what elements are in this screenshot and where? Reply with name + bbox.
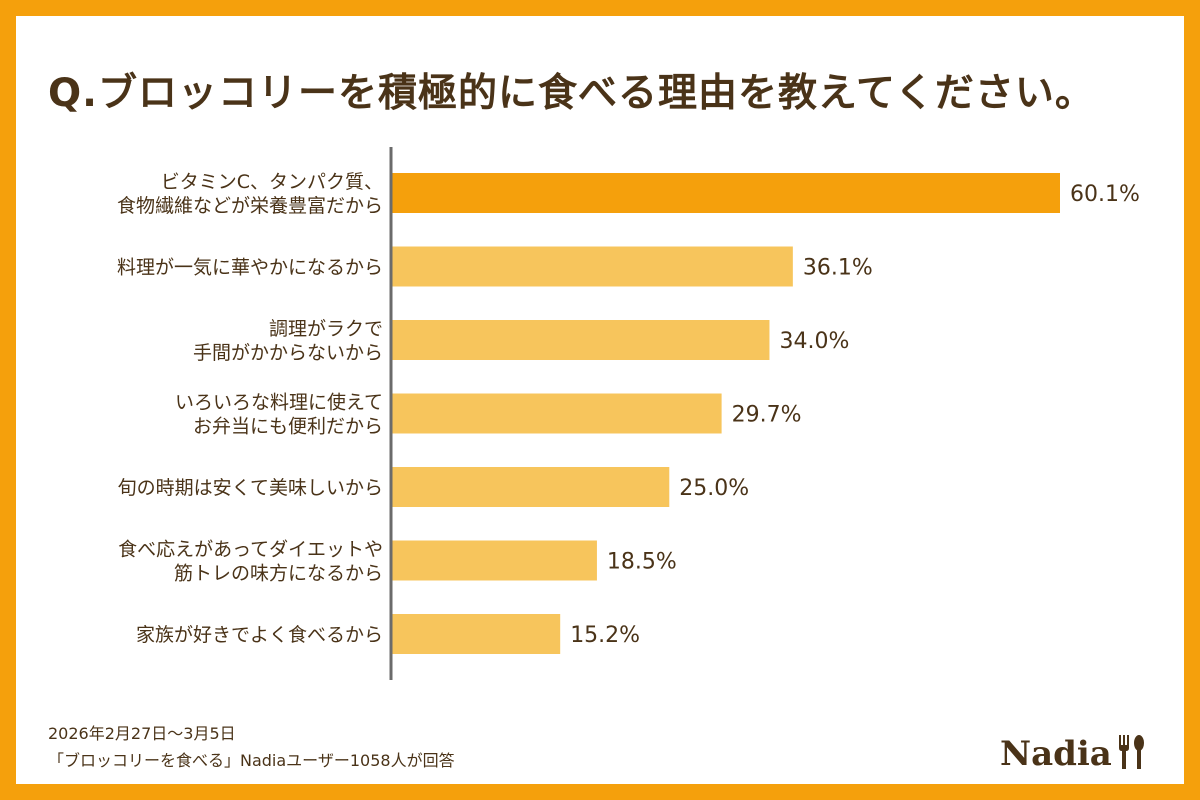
category-label-3-line-2: 手間がかからないから [193,342,383,364]
logo-text: Nadia [1000,734,1112,774]
bar-1 [391,173,1060,213]
value-label-6: 18.5% [607,550,677,575]
survey-description: 「ブロッコリーを食べる」Nadiaユーザー1058人が回答 [48,751,455,770]
nadia-logo: Nadia [1000,726,1146,774]
category-label-3-line-1: 調理がラクで [269,318,383,340]
category-label-7-line-1: 家族が好きでよく食べるから [136,624,383,646]
fork-spoon-icon [1118,735,1144,769]
category-label-6-line-2: 筋トレの味方になるから [174,563,383,585]
value-label-4: 29.7% [732,403,802,428]
value-label-3: 34.0% [779,329,849,354]
category-label-6-line-1: 食べ応えがあってダイエットや [118,539,383,561]
footer-note: 2026年2月27日〜3月5日 「ブロッコリーを食べる」Nadiaユーザー105… [48,720,455,774]
survey-period: 2026年2月27日〜3月5日 [48,724,236,743]
bar-3 [391,320,770,360]
value-label-7: 15.2% [570,623,640,648]
category-label-1-line-2: 食物繊維などが栄養豊富だから [117,195,383,217]
chart-title: Q.ブロッコリーを積極的に食べる理由を教えてください。 [48,71,1095,116]
bar-7 [391,614,561,654]
value-label-1: 60.1% [1070,182,1140,207]
category-label-4-line-1: いろいろな料理に使えて [175,392,383,414]
category-label-4-line-2: お弁当にも便利だから [193,416,383,438]
bar-2 [391,246,793,287]
value-label-2: 36.1% [803,256,873,281]
category-label-5-line-1: 旬の時期は安くて美味しいから [118,477,383,499]
category-label-2-line-1: 料理が一気に華やかになるから [117,257,383,279]
category-label-1-line-1: ビタミンC、タンパク質、 [161,171,383,193]
bar-5 [391,467,670,507]
bar-4 [391,393,722,434]
value-label-5: 25.0% [679,476,749,501]
bar-6 [391,540,597,581]
